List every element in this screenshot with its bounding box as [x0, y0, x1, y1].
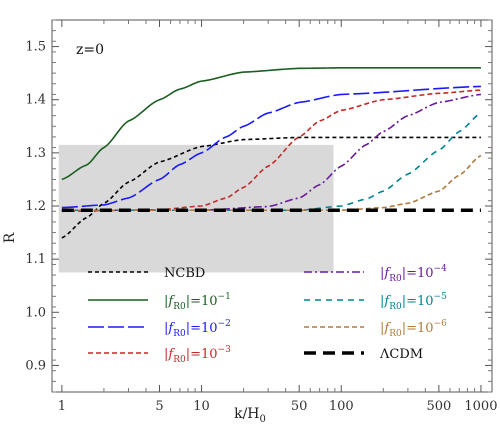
legend-label-exp: −2	[218, 319, 231, 329]
x-tick-label: 500	[426, 399, 451, 414]
y-tick-label: 1.2	[25, 199, 46, 214]
legend: NCBD |fR0|=10−4|fR0|=10−1 |fR0|=10−5|fR0|=…	[88, 264, 447, 365]
series-layer	[61, 67, 482, 239]
legend-label-sub: R0	[173, 302, 186, 312]
annotation-label: z=0	[76, 42, 104, 58]
legend-label-bar: |	[164, 294, 168, 309]
legend-label-exp: −6	[434, 319, 448, 329]
series-line-4	[61, 93, 482, 212]
legend-label-4: |fR0|=10−4	[380, 264, 447, 284]
legend-label-bar: |	[380, 294, 384, 309]
y-tick-label: 1.1	[25, 252, 46, 267]
legend-label-text: NCBD	[164, 266, 205, 281]
legend-label-eq: |=10	[402, 294, 434, 309]
legend-label-sub: R0	[389, 274, 402, 284]
legend-label-bar: |	[380, 266, 384, 281]
legend-label-f: f	[167, 347, 175, 362]
legend-label-eq: |=10	[186, 294, 218, 309]
legend-label-sub: R0	[173, 355, 186, 365]
y-tick-label: 1.3	[25, 146, 46, 161]
series-line-3	[61, 89, 481, 213]
x-tick-label: 10	[193, 399, 210, 414]
legend-label-f: f	[167, 321, 175, 336]
y-tick-label: 1.0	[25, 305, 46, 320]
legend-label-sub: R0	[389, 302, 402, 312]
y-tick-label: 1.4	[25, 93, 46, 108]
legend-label-exp: −4	[434, 264, 448, 274]
x-axis-label-subscript: 0	[260, 414, 266, 425]
y-tick-label: 1.5	[25, 40, 46, 55]
legend-label-bar: |	[164, 347, 168, 362]
x-axis-label-main: k/H	[234, 406, 259, 422]
x-axis-label: k/H0	[234, 406, 266, 425]
legend-label-f: f	[167, 294, 175, 309]
series-line-6	[61, 154, 482, 212]
legend-label-7: ΛCDM	[379, 347, 423, 362]
x-tick-label: 1	[58, 399, 66, 414]
legend-label-2: |fR0|=10−2	[164, 319, 231, 339]
legend-label-eq: |=10	[186, 347, 218, 362]
legend-label-f: f	[383, 294, 391, 309]
legend-label-0: NCBD	[164, 266, 205, 281]
legend-label-5: |fR0|=10−5	[380, 292, 447, 312]
legend-label-1: |fR0|=10−1	[164, 292, 231, 312]
series-line-2	[61, 85, 481, 209]
x-tick-label: 50	[291, 399, 308, 414]
legend-label-6: |fR0|=10−6	[380, 319, 447, 339]
legend-label-f: f	[383, 321, 391, 336]
legend-label-bar: |	[380, 321, 384, 336]
legend-label-eq: |=10	[402, 266, 434, 281]
legend-label-eq: |=10	[402, 321, 434, 336]
legend-label-text: ΛCDM	[379, 347, 423, 362]
legend-label-bar: |	[164, 321, 168, 336]
legend-label-sub: R0	[389, 329, 402, 339]
x-tick-label: 100	[329, 399, 354, 414]
legend-label-3: |fR0|=10−3	[164, 345, 231, 365]
series-line-1	[61, 67, 481, 181]
legend-label-exp: −3	[218, 345, 232, 355]
series-line-5	[61, 112, 482, 212]
x-tick-label: 1000	[464, 399, 497, 414]
legend-label-f: f	[383, 266, 391, 281]
tick-layer: 1 5 10 50 100 500 1000 0.9 1.0 1.1 1.2 1.3 1.4 1.5	[25, 19, 497, 414]
x-tick-label: 5	[155, 399, 163, 414]
legend-label-eq: |=10	[186, 321, 218, 336]
legend-label-sub: R0	[173, 329, 186, 339]
y-axis-label: R	[2, 232, 18, 243]
y-tick-label: 0.9	[25, 358, 46, 373]
legend-label-exp: −1	[218, 292, 231, 302]
legend-label-exp: −5	[434, 292, 448, 302]
